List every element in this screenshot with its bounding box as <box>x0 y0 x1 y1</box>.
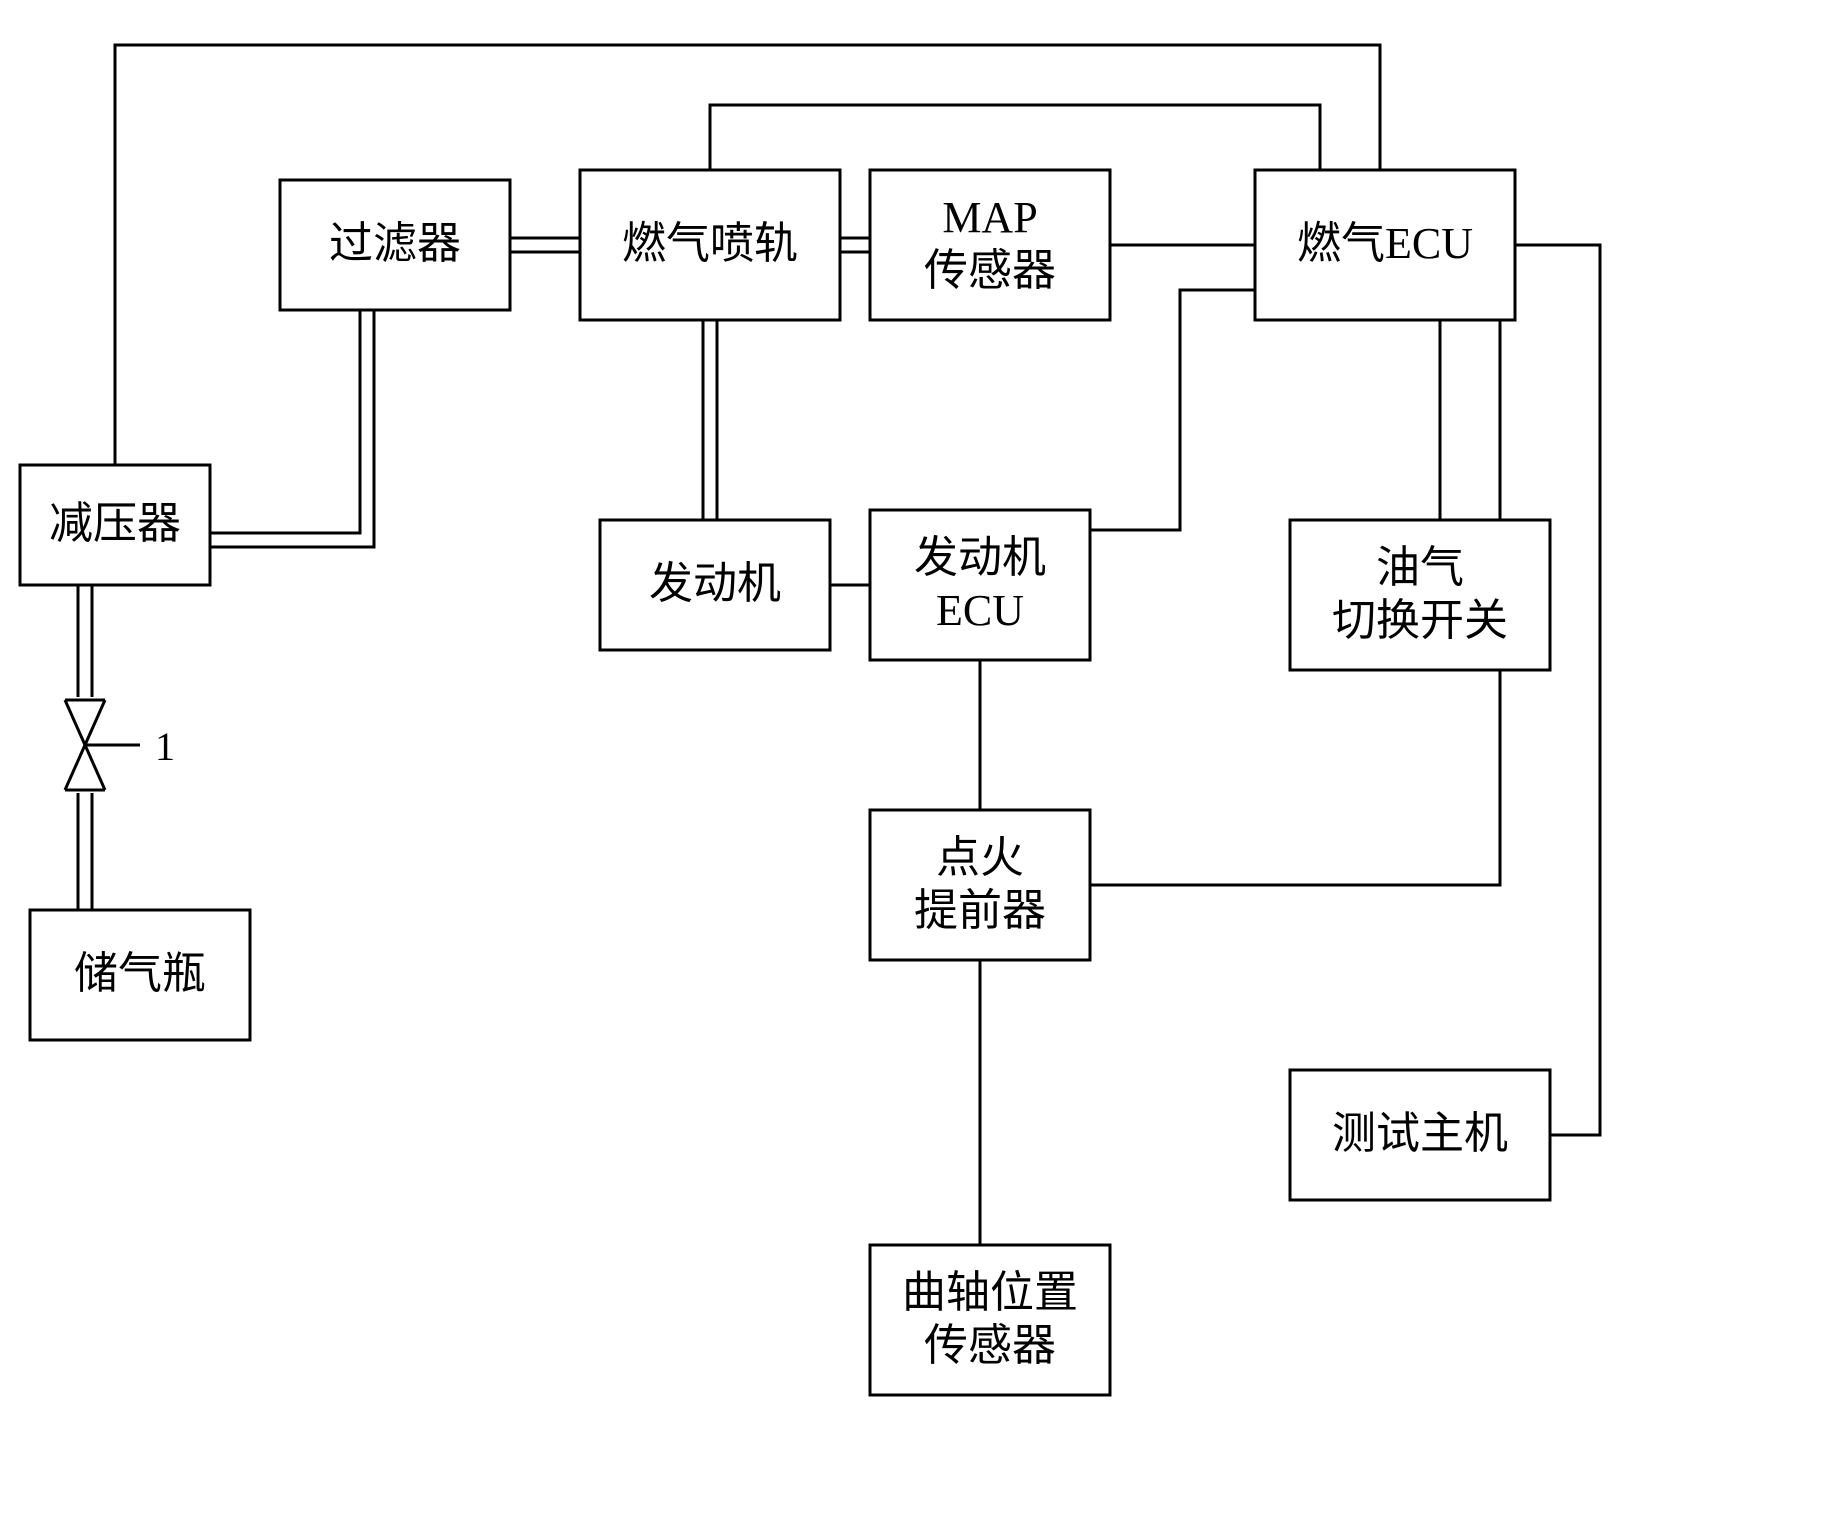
label-crank-1: 曲轴位置 <box>902 1268 1078 1317</box>
label-switch-1: 油气 <box>1376 543 1464 592</box>
flowchart-diagram: 1 过滤器 燃气喷轨 MAP 传感器 燃气ECU 减压器 发动机 发动机 ECU… <box>0 0 1829 1534</box>
label-pressure-reducer: 减压器 <box>49 499 181 548</box>
label-engine: 发动机 <box>649 559 781 608</box>
label-engine-ecu-1: 发动机 <box>914 533 1046 582</box>
label-gas-rail: 燃气喷轨 <box>622 219 798 268</box>
pipe-reducer-filter <box>210 310 360 533</box>
label-map-sensor-1: MAP <box>942 193 1037 242</box>
label-crank-2: 传感器 <box>924 1321 1056 1370</box>
label-map-sensor-2: 传感器 <box>924 246 1056 295</box>
wire-rail-gasecu <box>710 105 1320 170</box>
label-engine-ecu-2: ECU <box>936 586 1024 635</box>
label-test-host: 测试主机 <box>1332 1109 1508 1158</box>
label-ignition-1: 点火 <box>936 833 1024 882</box>
label-filter: 过滤器 <box>329 219 461 268</box>
pipe-reducer-filter-2 <box>210 310 374 547</box>
label-gas-ecu: 燃气ECU <box>1297 219 1473 268</box>
valve-icon <box>65 700 140 790</box>
label-switch-2: 切换开关 <box>1332 596 1508 645</box>
label-gas-cylinder: 储气瓶 <box>74 949 206 998</box>
label-ignition-2: 提前器 <box>914 886 1046 935</box>
wire-engineecu-gasecu <box>1090 290 1255 530</box>
valve-annotation: 1 <box>155 724 175 769</box>
wire-testhost-gasecu <box>1515 245 1600 1135</box>
